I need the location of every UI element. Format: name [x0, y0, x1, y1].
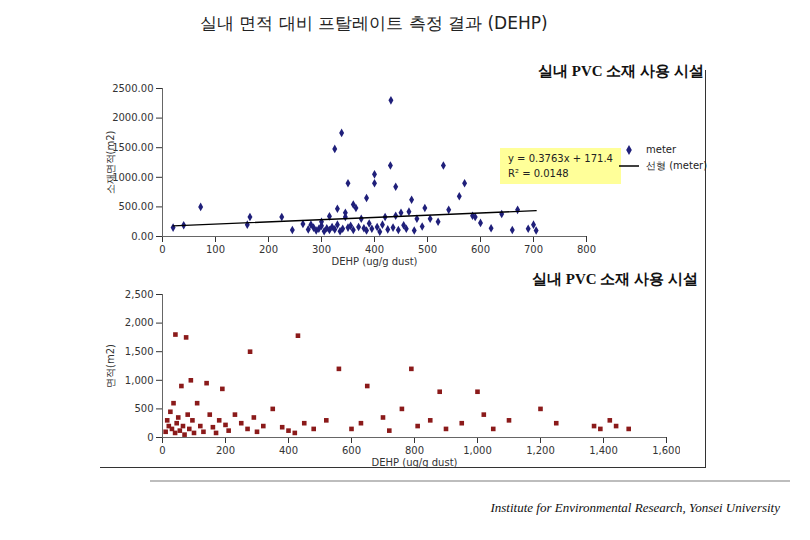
- svg-text:500: 500: [418, 244, 437, 255]
- html-text:y = 0.3763x + 171.4: y = 0.3763x + 171.4: [508, 153, 613, 164]
- svg-text:소재면적(m2): 소재면적(m2): [105, 130, 116, 194]
- svg-text:500: 500: [134, 403, 153, 414]
- html-text:실내 PVC 소재 사용 시설: 실내 PVC 소재 사용 시설: [532, 271, 698, 287]
- svg-text:400: 400: [279, 445, 298, 456]
- svg-text:200: 200: [216, 445, 235, 456]
- svg-text:600: 600: [471, 244, 490, 255]
- svg-text:800: 800: [577, 244, 596, 255]
- svg-text:0: 0: [147, 432, 153, 443]
- svg-text:300: 300: [312, 244, 331, 255]
- svg-text:1,600: 1,600: [652, 445, 680, 456]
- svg-text:0.00: 0.00: [131, 231, 153, 242]
- svg-text:1,400: 1,400: [589, 445, 618, 456]
- svg-text:1,000: 1,000: [125, 375, 154, 386]
- svg-text:1000.00: 1000.00: [112, 172, 153, 183]
- svg-text:500.00: 500.00: [119, 201, 154, 212]
- svg-text:1,000: 1,000: [463, 445, 492, 456]
- svg-text:2500.00: 2500.00: [112, 83, 153, 94]
- svg-text:DEHP (ug/g dust): DEHP (ug/g dust): [332, 256, 418, 267]
- html-text:실내 PVC 소재 사용 시설: 실내 PVC 소재 사용 시설: [538, 63, 704, 79]
- svg-text:100: 100: [206, 244, 225, 255]
- svg-text:2,500: 2,500: [125, 289, 154, 300]
- svg-text:1500.00: 1500.00: [112, 142, 153, 153]
- svg-text:1,500: 1,500: [125, 346, 154, 357]
- svg-text:400: 400: [365, 244, 384, 255]
- svg-text:0: 0: [159, 445, 165, 456]
- svg-text:1,200: 1,200: [526, 445, 555, 456]
- html-text:meter: meter: [646, 144, 677, 155]
- svg-text:2,000: 2,000: [125, 317, 154, 328]
- html-text:R² = 0.0148: R² = 0.0148: [508, 168, 569, 179]
- svg-text:DEHP (ug/g dust): DEHP (ug/g dust): [372, 457, 458, 468]
- svg-text:600: 600: [342, 445, 361, 456]
- svg-text:200: 200: [259, 244, 278, 255]
- svg-text:2000.00: 2000.00: [112, 112, 153, 123]
- html-text:실내 면적 대비 프탈레이트 측정 결과 (DEHP): 실내 면적 대비 프탈레이트 측정 결과 (DEHP): [200, 13, 548, 33]
- svg-text:700: 700: [524, 244, 543, 255]
- svg-text:0: 0: [159, 244, 165, 255]
- svg-text:면적(m2): 면적(m2): [105, 344, 116, 388]
- html-text:선형 (meter): 선형 (meter): [646, 160, 708, 171]
- svg-text:800: 800: [405, 445, 424, 456]
- html-text:Institute for Environmental Re: Institute for Environmental Research, Yo…: [490, 500, 780, 515]
